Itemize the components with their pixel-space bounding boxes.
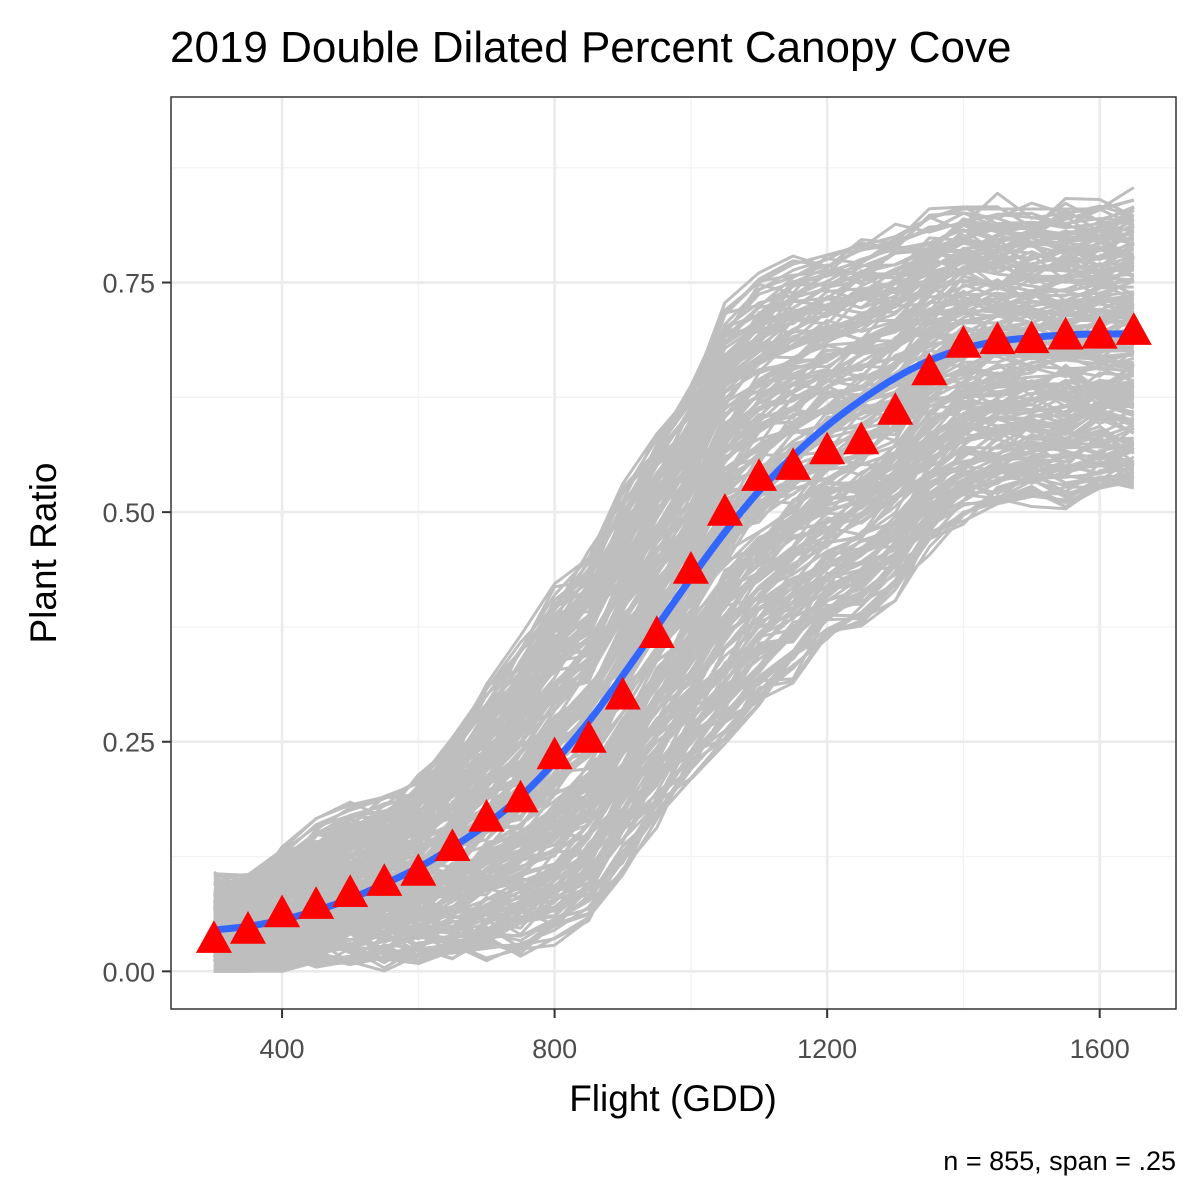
individual-line xyxy=(213,205,1135,899)
plot-panel xyxy=(170,96,1177,1010)
mean-marker xyxy=(979,321,1016,355)
individual-line xyxy=(213,422,1135,959)
individual-line xyxy=(213,277,1135,909)
individual-line xyxy=(213,198,1135,886)
y-axis-label: Plant Ratio xyxy=(23,463,64,644)
y-tick-label: 0.25 xyxy=(102,728,155,758)
mean-marker xyxy=(1115,312,1152,345)
mean-marker xyxy=(229,911,266,944)
mean-marker xyxy=(809,431,846,465)
mean-marker xyxy=(741,458,778,491)
x-axis: 400 800 1200 1600 xyxy=(260,1009,1130,1064)
individual-line xyxy=(213,296,1135,908)
mean-marker xyxy=(775,447,812,480)
individual-line xyxy=(213,383,1134,955)
mean-marker xyxy=(434,828,471,861)
x-tick-label: 400 xyxy=(260,1034,305,1064)
individual-line xyxy=(213,325,1135,924)
individual-line xyxy=(213,253,1134,904)
mean-marker xyxy=(638,615,675,648)
mean-marker xyxy=(1013,320,1050,354)
x-tick-label: 1200 xyxy=(797,1034,857,1064)
mean-marker xyxy=(945,325,982,358)
mean-marker xyxy=(502,779,539,813)
y-tick-label: 0.75 xyxy=(102,269,155,299)
mean-marker xyxy=(1047,316,1084,350)
mean-marker xyxy=(332,874,369,907)
mean-marker xyxy=(672,551,709,584)
x-tick-label: 800 xyxy=(532,1034,577,1064)
smooth-line xyxy=(210,330,1138,934)
individual-line xyxy=(213,306,1135,911)
chart-caption: n = 855, span = .25 xyxy=(943,1146,1176,1176)
mean-marker xyxy=(366,863,403,896)
individual-line xyxy=(213,367,1135,948)
mean-marker xyxy=(298,886,335,919)
individual-line xyxy=(213,427,1135,969)
individual-lines xyxy=(212,186,1135,973)
mean-marker xyxy=(264,894,301,928)
mean-marker xyxy=(911,352,948,386)
mean-marker xyxy=(843,421,880,455)
individual-line xyxy=(213,226,1135,890)
y-tick-label: 0.50 xyxy=(102,498,155,528)
individual-line xyxy=(213,460,1135,969)
mean-marker xyxy=(604,676,641,710)
x-tick-label: 1600 xyxy=(1070,1034,1130,1064)
mean-marker xyxy=(195,920,232,953)
mean-marker xyxy=(706,493,743,526)
mean-markers xyxy=(195,312,1152,953)
panel-border xyxy=(170,96,1177,1010)
x-axis-label: Flight (GDD) xyxy=(569,1078,777,1119)
individual-line xyxy=(213,483,1134,971)
mean-marker xyxy=(1081,315,1118,349)
mean-marker xyxy=(877,392,914,425)
chart-title: 2019 Double Dilated Percent Canopy Cove xyxy=(170,23,1011,72)
mean-marker xyxy=(468,799,505,832)
mean-marker xyxy=(570,720,607,753)
individual-line xyxy=(213,201,1135,894)
mean-marker xyxy=(536,736,573,770)
mean-marker xyxy=(400,853,437,886)
y-axis: 0.00 0.25 0.50 0.75 xyxy=(102,269,171,987)
y-tick-label: 0.00 xyxy=(102,957,155,987)
